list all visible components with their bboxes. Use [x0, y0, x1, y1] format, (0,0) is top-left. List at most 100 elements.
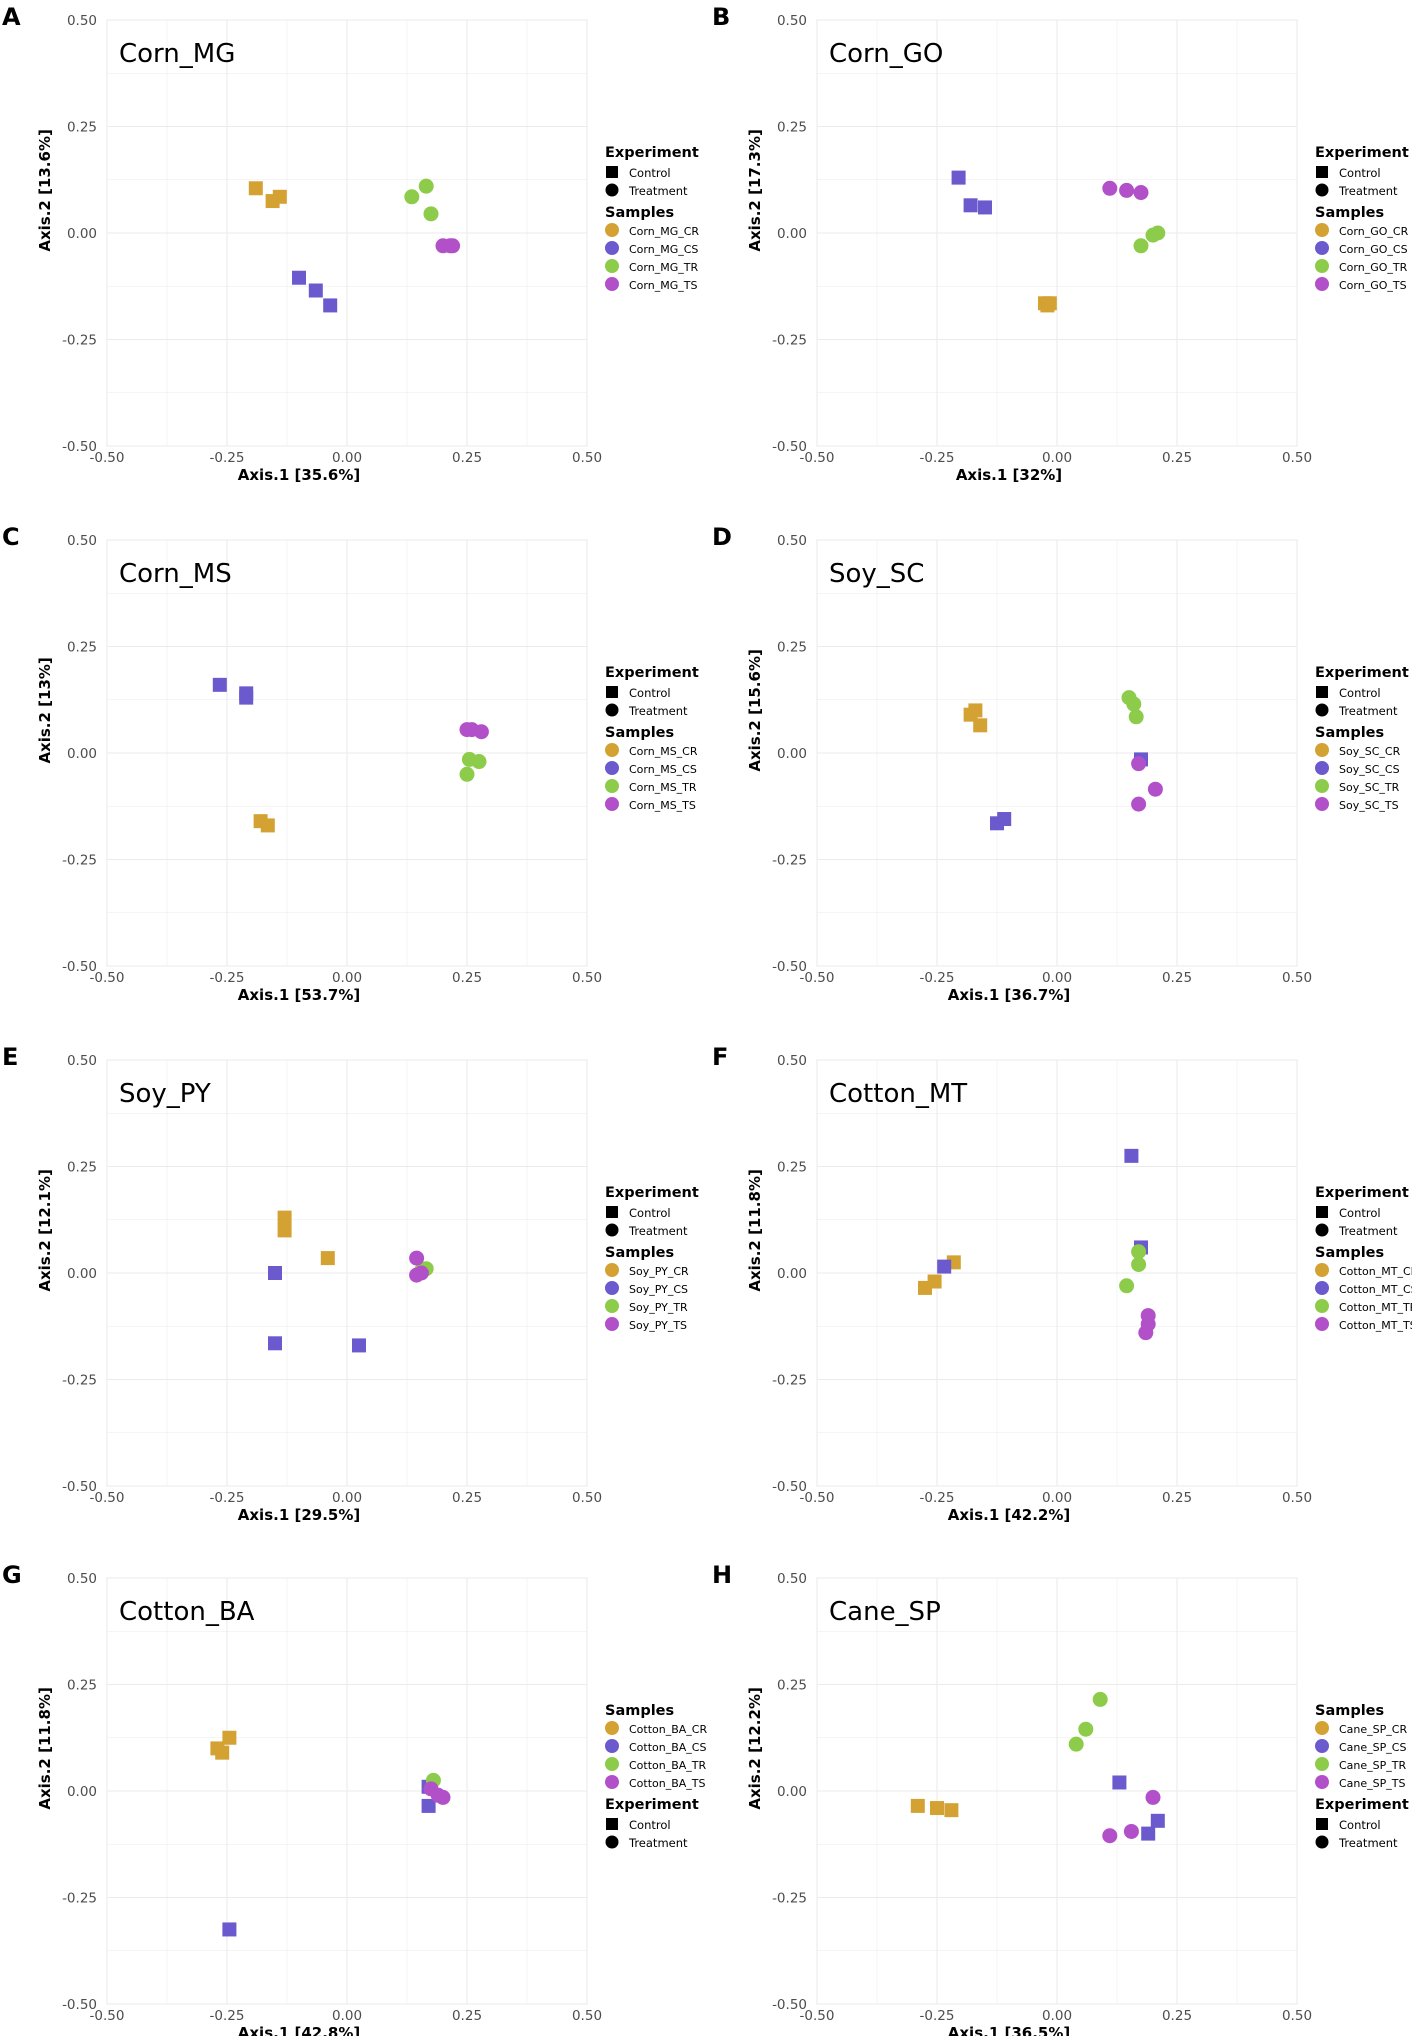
- panel-c: C -0.50-0.50 -0.25 -0.25 0.00 0.00 0.25 0.25 0.5…: [2, 523, 699, 1004]
- point-corn_go_ts: [1133, 185, 1149, 201]
- x-tick-label: 0.25: [452, 970, 482, 986]
- legend-label-sample: Soy_PY_CR: [629, 1265, 689, 1278]
- legend: Samples Cane_SP_CR Cane_SP_CS Cane_SP_TR Can…: [1315, 1703, 1409, 1850]
- legend-circle-icon: [605, 1223, 619, 1237]
- panel-letter: A: [2, 3, 21, 31]
- legend-label-sample: Soy_SC_CR: [1339, 745, 1401, 758]
- legend-label-sample: Corn_MS_TS: [629, 799, 696, 812]
- legend-heading-experiment: Experiment: [1315, 1797, 1409, 1813]
- point-cane_sp_tr: [1068, 1736, 1084, 1752]
- point-cane_sp_cs: [1141, 1826, 1156, 1841]
- legend-heading-experiment: Experiment: [605, 1797, 699, 1813]
- legend-label-control: Control: [629, 166, 671, 180]
- point-cotton_ba_cr: [215, 1745, 230, 1760]
- x-tick-label: 0.00: [332, 2008, 362, 2024]
- legend-label-control: Control: [1339, 686, 1381, 700]
- point-soy_sc_ts: [1131, 796, 1147, 812]
- point-cotton_ba_cs: [222, 1922, 237, 1937]
- legend-label-treatment: Treatment: [1338, 704, 1398, 718]
- legend: Experiment Control Treatment Samples Soy_PY_…: [605, 1185, 699, 1332]
- legend-label-sample: Cane_SP_CR: [1339, 1723, 1407, 1736]
- legend-label-treatment: Treatment: [628, 704, 688, 718]
- chart-title: Cotton_MT: [829, 1079, 967, 1109]
- legend-label-treatment: Treatment: [628, 1224, 688, 1238]
- y-axis-title: Axis.2 [11.8%]: [746, 1169, 764, 1291]
- point-cotton_ba_cr: [222, 1730, 237, 1745]
- x-axis-title: Axis.1 [36.7%]: [948, 986, 1070, 1004]
- x-tick-label: 0.25: [452, 450, 482, 466]
- legend-label-sample: Cotton_MT_TR: [1339, 1301, 1412, 1314]
- x-tick-label: 0.50: [1282, 2008, 1312, 2024]
- y-tick-label: 0.25: [67, 640, 97, 656]
- point-cotton_mt_cs: [937, 1259, 952, 1274]
- legend-label-sample: Cane_SP_CS: [1339, 1741, 1406, 1754]
- x-tick-label: 0.25: [1162, 450, 1192, 466]
- panel-e: E -0.50-0.50 -0.25 -0.25 0.00 0.00 0.25 0.25 0.5…: [2, 1043, 699, 1524]
- point-corn_ms_tr: [459, 766, 475, 782]
- point-cotton_ba_cs: [421, 1798, 436, 1813]
- legend-swatch: [1315, 797, 1329, 811]
- point-cane_sp_cr: [944, 1803, 959, 1818]
- legend-swatch: [605, 1775, 619, 1789]
- legend-label-sample: Corn_MS_CS: [629, 763, 697, 776]
- point-corn_go_ts: [1119, 182, 1135, 198]
- point-corn_go_tr: [1133, 238, 1149, 254]
- legend-swatch: [1315, 277, 1329, 291]
- legend-label-control: Control: [629, 686, 671, 700]
- x-tick-label: 0.25: [1162, 970, 1192, 986]
- chart-title: Corn_MG: [119, 39, 235, 69]
- y-tick-label: 0.00: [67, 1784, 97, 1800]
- legend-heading-samples: Samples: [1315, 725, 1384, 741]
- y-axis-title: Axis.2 [12.1%]: [36, 1169, 54, 1291]
- point-corn_mg_tr: [418, 178, 434, 194]
- x-tick-label: -0.25: [920, 2008, 955, 2024]
- legend-label-sample: Cotton_BA_CS: [629, 1741, 706, 1754]
- legend-swatch: [605, 1281, 619, 1295]
- x-tick-label: -0.50: [90, 450, 125, 466]
- panel-letter: G: [2, 1561, 22, 1589]
- point-soy_sc_cr: [968, 703, 983, 718]
- legend-swatch: [1315, 1299, 1329, 1313]
- y-tick-label: 0.25: [777, 1678, 807, 1694]
- legend-swatch: [1315, 1281, 1329, 1295]
- legend-swatch: [1315, 1721, 1329, 1735]
- y-tick-label: 0.25: [67, 120, 97, 136]
- y-tick-label: 0.00: [777, 226, 807, 242]
- point-corn_go_cs: [951, 170, 966, 185]
- y-tick-label: 0.25: [777, 120, 807, 136]
- panel-letter: B: [712, 3, 730, 31]
- legend-label-treatment: Treatment: [628, 1836, 688, 1850]
- panel-h: H -0.50-0.50 -0.25 -0.25 0.00 0.00 0.25 0.25 0.5…: [712, 1561, 1409, 2036]
- legend-label-sample: Corn_MG_CS: [629, 243, 698, 256]
- x-tick-label: 0.25: [452, 2008, 482, 2024]
- panel-f: F -0.50-0.50 -0.25 -0.25 0.00 0.00 0.25 0.25 0.5…: [712, 1043, 1412, 1524]
- point-corn_mg_tr: [423, 206, 439, 222]
- y-tick-label: 0.00: [777, 1784, 807, 1800]
- y-tick-label: -0.50: [62, 1479, 97, 1495]
- legend-square-icon: [606, 1206, 618, 1218]
- legend-heading-experiment: Experiment: [605, 145, 699, 161]
- legend-circle-icon: [605, 1835, 619, 1849]
- data-points: [951, 170, 1166, 313]
- x-axis-title: Axis.1 [32%]: [956, 466, 1062, 484]
- legend-label-treatment: Treatment: [1338, 184, 1398, 198]
- point-soy_sc_ts: [1131, 756, 1147, 772]
- chart-title: Cotton_BA: [119, 1597, 255, 1627]
- x-tick-label: -0.25: [210, 450, 245, 466]
- x-tick-label: 0.50: [572, 450, 602, 466]
- legend: Experiment Control Treatment Samples Corn_GO…: [1315, 145, 1409, 292]
- legend-swatch: [605, 277, 619, 291]
- point-cotton_ba_ts: [435, 1789, 451, 1805]
- point-cane_sp_ts: [1145, 1789, 1161, 1805]
- legend-heading-samples: Samples: [1315, 1703, 1384, 1719]
- y-tick-label: -0.25: [772, 853, 807, 869]
- data-points: [918, 1148, 1156, 1341]
- x-tick-label: -0.50: [800, 2008, 835, 2024]
- y-tick-label: -0.25: [772, 333, 807, 349]
- y-axis-title: Axis.2 [13%]: [36, 657, 54, 763]
- legend-swatch: [1315, 1775, 1329, 1789]
- legend-swatch: [605, 1739, 619, 1753]
- legend-label-sample: Corn_GO_TR: [1339, 261, 1408, 274]
- legend-label-sample: Corn_MG_TR: [629, 261, 698, 274]
- legend-swatch: [605, 743, 619, 757]
